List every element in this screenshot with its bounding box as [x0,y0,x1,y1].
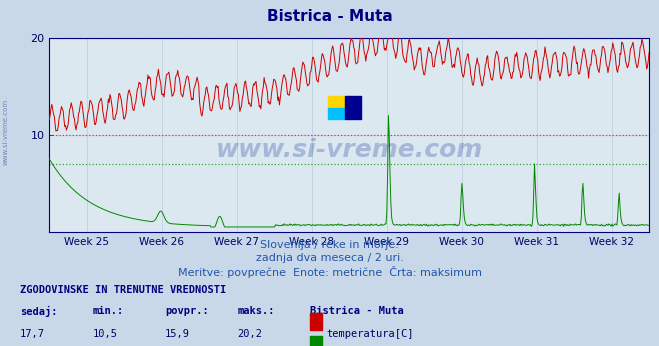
Bar [345,96,361,119]
Text: temperatura[C]: temperatura[C] [327,329,415,339]
Text: sedaj:: sedaj: [20,306,57,317]
Text: 10,5: 10,5 [92,329,117,339]
Text: Meritve: povprečne  Enote: metrične  Črta: maksimum: Meritve: povprečne Enote: metrične Črta:… [177,266,482,279]
Text: ZGODOVINSKE IN TRENUTNE VREDNOSTI: ZGODOVINSKE IN TRENUTNE VREDNOSTI [20,285,226,295]
Text: povpr.:: povpr.: [165,306,208,316]
Text: 15,9: 15,9 [165,329,190,339]
Text: Bistrica - Muta: Bistrica - Muta [310,306,403,316]
Text: www.si-vreme.com: www.si-vreme.com [215,138,483,162]
Text: www.si-vreme.com: www.si-vreme.com [2,98,9,165]
Bar [328,96,345,108]
Text: zadnja dva meseca / 2 uri.: zadnja dva meseca / 2 uri. [256,253,403,263]
Text: maks.:: maks.: [237,306,275,316]
Text: min.:: min.: [92,306,123,316]
Text: 17,7: 17,7 [20,329,45,339]
Bar [328,108,345,119]
Text: Slovenija / reke in morje.: Slovenija / reke in morje. [260,240,399,251]
Text: Bistrica - Muta: Bistrica - Muta [267,9,392,24]
Text: 20,2: 20,2 [237,329,262,339]
